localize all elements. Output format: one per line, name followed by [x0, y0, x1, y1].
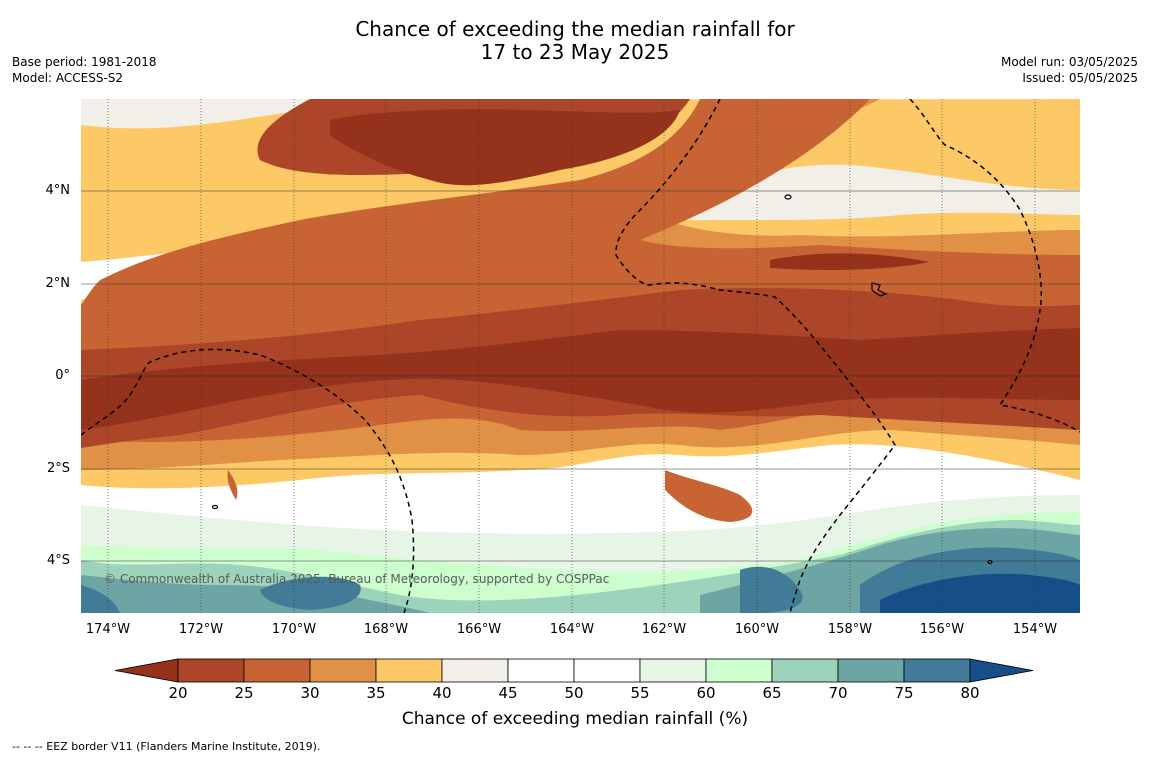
band-below-20-equator: [81, 328, 1080, 430]
colorbar-arrow-low: [114, 658, 179, 683]
cb-tick-80: 80: [960, 684, 980, 702]
lon-label-172w: 172°W: [178, 622, 224, 637]
eez-border-west: [81, 348, 415, 613]
cb-tick-45: 45: [498, 684, 518, 702]
colorbar-segment-50-55: [573, 658, 641, 683]
cb-tick-75: 75: [894, 684, 914, 702]
base-period: Base period: 1981-2018: [12, 55, 157, 69]
cb-tick-20: 20: [168, 684, 188, 702]
band-75-80: [81, 547, 1080, 613]
colorbar-segment-60-65: [705, 658, 773, 683]
title-line-1: Chance of exceeding the median rainfall …: [355, 17, 795, 41]
eez-borders: [81, 99, 1080, 613]
colorbar-segment-25-30: [243, 658, 311, 683]
cb-tick-55: 55: [630, 684, 650, 702]
lat-label-4s: 4°S: [46, 553, 70, 568]
island-outline-1: [784, 194, 792, 200]
colorbar-segment-45-50: [507, 658, 575, 683]
patch-25-30-small: [227, 470, 238, 500]
island-outline-4: [987, 559, 993, 565]
issued-date: Issued: 05/05/2025: [1022, 71, 1138, 85]
cb-tick-70: 70: [828, 684, 848, 702]
lon-label-156w: 156°W: [919, 622, 965, 637]
model-run: Model run: 03/05/2025: [1000, 55, 1138, 69]
lat-label-equator: 0°: [55, 368, 70, 383]
band-below-20-north: [330, 109, 680, 186]
cb-tick-60: 60: [696, 684, 716, 702]
colorbar-segment-70-75: [837, 658, 905, 683]
patch-25-30-west: [183, 280, 259, 331]
run-info: Model run: 03/05/2025 Issued: 05/05/2025: [1001, 54, 1138, 86]
lat-label-2n: 2°N: [45, 276, 71, 291]
lon-label-166w: 166°W: [456, 622, 502, 637]
colorbar-arrow-high: [969, 658, 1034, 683]
map-title: Chance of exceeding the median rainfall …: [0, 18, 1150, 64]
island-outline-3: [211, 504, 219, 510]
lon-label-164w: 164°W: [549, 622, 595, 637]
band-70-75: [81, 528, 1080, 613]
eez-border-east: [909, 99, 1080, 433]
band-above-80: [880, 573, 1080, 613]
lon-label-170w: 170°W: [271, 622, 317, 637]
lon-label-174w: 174°W: [85, 622, 131, 637]
island-outline-2: [871, 282, 888, 297]
cb-tick-25: 25: [234, 684, 254, 702]
lat-label-2s: 2°S: [46, 461, 70, 476]
colorbar-segment-35-40: [375, 658, 443, 683]
colorbar-segment-40-45: [441, 658, 509, 683]
graticule: [81, 190, 1080, 562]
colorbar-segments: [114, 658, 1034, 683]
lon-label-168w: 168°W: [363, 622, 409, 637]
colorbar-label: Chance of exceeding median rainfall (%): [401, 709, 749, 729]
colorbar-segment-75-80: [903, 658, 971, 683]
eez-legend-note: -- -- -- EEZ border V11 (Flanders Marine…: [12, 740, 321, 753]
cb-tick-30: 30: [300, 684, 320, 702]
eez-border-central: [615, 99, 896, 613]
lon-label-160w: 160°W: [734, 622, 780, 637]
colorbar-segment-65-70: [771, 658, 839, 683]
colorbar-segment-20-25: [177, 658, 245, 683]
colorbar-segment-55-60: [639, 658, 707, 683]
cb-tick-40: 40: [432, 684, 452, 702]
lon-label-154w: 154°W: [1012, 622, 1058, 637]
lon-label-158w: 158°W: [827, 622, 873, 637]
patch-25-30-south: [665, 470, 753, 522]
lon-label-162w: 162°W: [641, 622, 687, 637]
base-info: Base period: 1981-2018 Model: ACCESS-S2: [12, 54, 157, 86]
copyright-credit: © Commonwealth of Australia 2025, Bureau…: [104, 572, 610, 586]
cb-tick-65: 65: [762, 684, 782, 702]
colorbar-segment-30-35: [309, 658, 377, 683]
islands: [211, 194, 993, 565]
cb-tick-35: 35: [366, 684, 386, 702]
cb-tick-50: 50: [564, 684, 584, 702]
probability-field: [81, 99, 1080, 613]
model-name: Model: ACCESS-S2: [12, 71, 124, 85]
lat-label-4n: 4°N: [45, 183, 71, 198]
title-line-2: 17 to 23 May 2025: [480, 40, 670, 64]
